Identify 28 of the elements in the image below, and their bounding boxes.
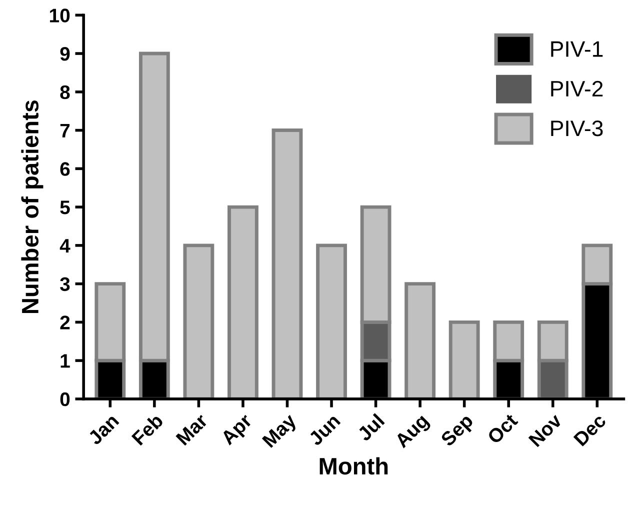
x-tick-label: Dec <box>573 413 607 447</box>
legend-label: PIV-2 <box>551 80 603 96</box>
y-tick-label: 0 <box>60 392 70 406</box>
y-tick-label: 1 <box>60 354 70 368</box>
y-axis-title: Number of patients <box>21 100 44 314</box>
y-tick-label: 2 <box>60 316 70 330</box>
legend-label: PIV-1 <box>551 41 603 57</box>
x-tick-label: Feb <box>130 412 164 446</box>
y-tick-label: 8 <box>60 85 70 100</box>
y-tick-label: 10 <box>50 8 70 22</box>
legend-label: PIV-3 <box>551 120 603 136</box>
x-tick-label: Jan <box>87 414 120 446</box>
x-tick-label: Sep <box>440 413 477 450</box>
y-tick-label: 4 <box>60 239 70 252</box>
y-tick-label: 3 <box>60 277 70 292</box>
x-tick-label: Aug <box>394 414 432 452</box>
y-tick-label: 7 <box>60 124 70 138</box>
x-tick-label: Jul <box>356 413 385 442</box>
x-tick-label: Apr <box>220 412 256 448</box>
y-tick-label: 5 <box>60 200 70 214</box>
x-tick-label: Nov <box>528 412 563 448</box>
x-tick-label: Mar <box>176 412 209 446</box>
x-tick-label: Oct <box>486 412 519 445</box>
x-tick-label: May <box>262 412 300 451</box>
x-axis-title: Month <box>320 457 388 475</box>
y-tick-label: 9 <box>60 47 70 61</box>
x-tick-label: Jun <box>308 414 341 446</box>
y-tick-label: 6 <box>60 162 70 176</box>
